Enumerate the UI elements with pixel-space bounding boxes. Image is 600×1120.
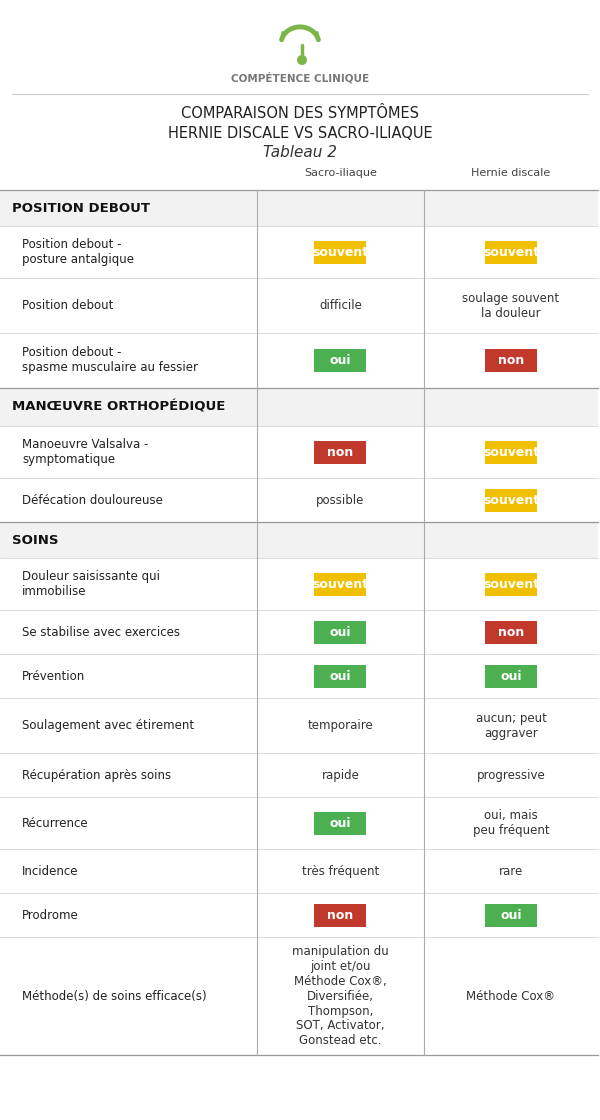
Text: souvent: souvent	[483, 245, 539, 259]
Text: Soulagement avec étirement: Soulagement avec étirement	[22, 719, 194, 732]
FancyBboxPatch shape	[314, 440, 367, 464]
Text: Hernie discale: Hernie discale	[472, 168, 551, 178]
FancyBboxPatch shape	[485, 349, 537, 372]
FancyBboxPatch shape	[314, 241, 367, 263]
Text: difficile: difficile	[319, 299, 362, 312]
FancyBboxPatch shape	[485, 572, 537, 596]
Circle shape	[297, 55, 307, 65]
Text: Récurrence: Récurrence	[22, 816, 89, 830]
FancyBboxPatch shape	[314, 349, 367, 372]
Bar	[0, 522, 598, 558]
Text: oui, mais
peu fréquent: oui, mais peu fréquent	[473, 809, 550, 837]
Text: HERNIE DISCALE VS SACRO-ILIAQUE: HERNIE DISCALE VS SACRO-ILIAQUE	[167, 125, 433, 140]
Text: Récupération après soins: Récupération après soins	[22, 768, 171, 782]
FancyBboxPatch shape	[485, 241, 537, 263]
Text: oui: oui	[500, 908, 522, 922]
Text: aucun; peut
aggraver: aucun; peut aggraver	[476, 711, 547, 739]
Text: Tableau 2: Tableau 2	[263, 144, 337, 159]
Text: Position debout -
spasme musculaire au fessier: Position debout - spasme musculaire au f…	[22, 346, 198, 374]
Text: Position debout: Position debout	[22, 299, 113, 312]
Text: Douleur saisissante qui
immobilise: Douleur saisissante qui immobilise	[22, 570, 160, 598]
FancyBboxPatch shape	[485, 620, 537, 644]
Text: rare: rare	[499, 865, 523, 877]
Text: non: non	[328, 908, 353, 922]
FancyBboxPatch shape	[485, 664, 537, 688]
Text: souvent: souvent	[483, 578, 539, 590]
Text: COMPARAISON DES SYMPTÔMES: COMPARAISON DES SYMPTÔMES	[181, 105, 419, 121]
Text: POSITION DEBOUT: POSITION DEBOUT	[12, 202, 150, 215]
FancyBboxPatch shape	[314, 572, 367, 596]
Text: Manoeuvre Valsalva -
symptomatique: Manoeuvre Valsalva - symptomatique	[22, 438, 148, 466]
FancyBboxPatch shape	[314, 904, 367, 926]
Text: Position debout -
posture antalgique: Position debout - posture antalgique	[22, 239, 134, 267]
Text: oui: oui	[330, 625, 351, 638]
Text: oui: oui	[330, 816, 351, 830]
Text: possible: possible	[316, 494, 365, 506]
Text: Prévention: Prévention	[22, 670, 85, 682]
FancyBboxPatch shape	[485, 488, 537, 512]
Text: oui: oui	[500, 670, 522, 682]
Text: non: non	[498, 354, 524, 367]
Text: soulage souvent
la douleur: soulage souvent la douleur	[463, 291, 560, 319]
Text: oui: oui	[330, 354, 351, 367]
Text: COMPÉTENCE CLINIQUE: COMPÉTENCE CLINIQUE	[231, 73, 369, 84]
FancyBboxPatch shape	[485, 904, 537, 926]
Bar	[0, 190, 598, 226]
FancyBboxPatch shape	[314, 812, 367, 834]
Text: manipulation du
joint et/ou
Méthode Cox®,
Diversifiée,
Thompson,
SOT, Activator,: manipulation du joint et/ou Méthode Cox®…	[292, 944, 389, 1047]
Text: Méthode Cox®: Méthode Cox®	[467, 989, 556, 1002]
Text: Incidence: Incidence	[22, 865, 79, 877]
Text: SOINS: SOINS	[12, 533, 59, 547]
Text: souvent: souvent	[483, 446, 539, 458]
Text: souvent: souvent	[313, 245, 368, 259]
Text: souvent: souvent	[483, 494, 539, 506]
FancyBboxPatch shape	[314, 664, 367, 688]
Text: souvent: souvent	[313, 578, 368, 590]
Text: très fréquent: très fréquent	[302, 865, 379, 877]
FancyBboxPatch shape	[485, 440, 537, 464]
Text: oui: oui	[330, 670, 351, 682]
Text: Défécation douloureuse: Défécation douloureuse	[22, 494, 163, 506]
Text: rapide: rapide	[322, 768, 359, 782]
Text: Se stabilise avec exercices: Se stabilise avec exercices	[22, 625, 180, 638]
Bar	[0, 388, 598, 426]
FancyBboxPatch shape	[314, 620, 367, 644]
Text: Prodrome: Prodrome	[22, 908, 79, 922]
Text: Méthode(s) de soins efficace(s): Méthode(s) de soins efficace(s)	[22, 989, 206, 1002]
Text: progressive: progressive	[476, 768, 545, 782]
Text: Sacro-iliaque: Sacro-iliaque	[304, 168, 377, 178]
Text: MANŒUVRE ORTHOPÉDIQUE: MANŒUVRE ORTHOPÉDIQUE	[12, 401, 226, 413]
Text: temporaire: temporaire	[308, 719, 373, 732]
Text: non: non	[498, 625, 524, 638]
Text: non: non	[328, 446, 353, 458]
